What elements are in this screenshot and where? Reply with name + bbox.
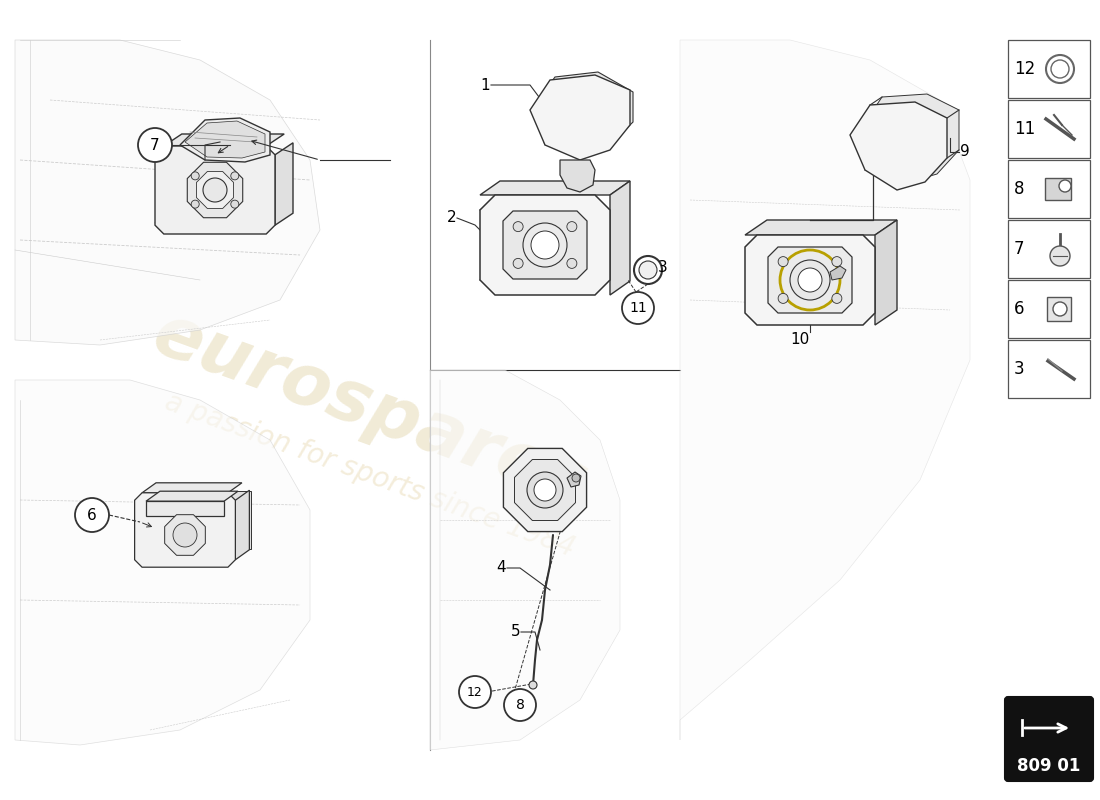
FancyBboxPatch shape: [1045, 178, 1071, 200]
Text: eurospares: eurospares: [144, 299, 596, 521]
Circle shape: [566, 258, 576, 268]
Polygon shape: [164, 134, 284, 146]
Circle shape: [634, 256, 662, 284]
Text: 2: 2: [447, 210, 456, 226]
Polygon shape: [185, 121, 265, 158]
Polygon shape: [850, 102, 947, 190]
Circle shape: [639, 261, 657, 279]
Polygon shape: [165, 514, 206, 555]
Circle shape: [231, 200, 239, 208]
Polygon shape: [197, 171, 233, 209]
Circle shape: [1050, 246, 1070, 266]
Text: 7: 7: [1014, 240, 1024, 258]
Polygon shape: [142, 482, 242, 493]
Text: 12: 12: [1014, 60, 1035, 78]
Circle shape: [572, 474, 580, 482]
FancyBboxPatch shape: [1008, 340, 1090, 398]
Text: 6: 6: [87, 507, 97, 522]
Circle shape: [513, 258, 524, 268]
Text: 11: 11: [1014, 120, 1035, 138]
Polygon shape: [745, 235, 874, 325]
Text: 6: 6: [1014, 300, 1024, 318]
Polygon shape: [504, 449, 586, 531]
FancyBboxPatch shape: [1008, 100, 1090, 158]
Polygon shape: [134, 493, 235, 567]
Text: 7: 7: [151, 138, 160, 153]
Circle shape: [459, 676, 491, 708]
Polygon shape: [146, 501, 224, 516]
Text: 11: 11: [629, 301, 647, 315]
Circle shape: [832, 257, 842, 266]
Polygon shape: [862, 94, 959, 182]
Circle shape: [522, 223, 566, 267]
Polygon shape: [830, 266, 846, 280]
Text: 9: 9: [960, 145, 970, 159]
Polygon shape: [147, 491, 251, 549]
Text: a passion for sports since 1984: a passion for sports since 1984: [162, 388, 579, 562]
Circle shape: [191, 172, 199, 180]
Polygon shape: [155, 146, 275, 234]
Polygon shape: [480, 181, 630, 195]
Polygon shape: [146, 491, 238, 501]
Polygon shape: [515, 459, 575, 521]
Polygon shape: [534, 72, 632, 155]
Circle shape: [527, 472, 563, 508]
Circle shape: [204, 178, 227, 202]
Text: 3: 3: [1014, 360, 1024, 378]
Circle shape: [778, 294, 788, 303]
Polygon shape: [566, 472, 581, 487]
Circle shape: [75, 498, 109, 532]
Polygon shape: [874, 220, 896, 325]
Circle shape: [832, 294, 842, 303]
Polygon shape: [430, 370, 620, 750]
Circle shape: [798, 268, 822, 292]
Circle shape: [778, 257, 788, 266]
Circle shape: [621, 292, 654, 324]
Polygon shape: [180, 118, 270, 162]
Polygon shape: [155, 211, 293, 223]
Polygon shape: [15, 380, 310, 745]
Text: 12: 12: [468, 686, 483, 698]
Polygon shape: [275, 142, 293, 226]
Circle shape: [231, 172, 239, 180]
Polygon shape: [480, 195, 611, 295]
Circle shape: [790, 260, 830, 300]
Text: 8: 8: [1014, 180, 1024, 198]
FancyBboxPatch shape: [1005, 697, 1093, 781]
Text: 3: 3: [658, 261, 668, 275]
Circle shape: [534, 479, 556, 501]
Text: 1: 1: [481, 78, 490, 93]
Text: 4: 4: [496, 561, 506, 575]
Polygon shape: [745, 220, 896, 235]
FancyBboxPatch shape: [1047, 297, 1071, 321]
Text: 10: 10: [791, 333, 810, 347]
Circle shape: [138, 128, 172, 162]
Polygon shape: [768, 247, 852, 313]
Text: 5: 5: [510, 625, 520, 639]
Polygon shape: [560, 160, 595, 192]
Polygon shape: [15, 40, 320, 345]
Text: 8: 8: [516, 698, 525, 712]
Circle shape: [191, 200, 199, 208]
Polygon shape: [187, 162, 243, 218]
Circle shape: [504, 689, 536, 721]
Circle shape: [529, 681, 537, 689]
Polygon shape: [680, 40, 970, 740]
Circle shape: [566, 222, 576, 232]
Circle shape: [1053, 302, 1067, 316]
Circle shape: [531, 231, 559, 259]
Polygon shape: [610, 181, 630, 295]
FancyBboxPatch shape: [1008, 220, 1090, 278]
FancyBboxPatch shape: [1008, 160, 1090, 218]
Polygon shape: [530, 75, 630, 160]
Polygon shape: [503, 211, 587, 279]
Text: 809 01: 809 01: [1018, 757, 1080, 775]
Circle shape: [1059, 180, 1071, 192]
FancyBboxPatch shape: [1008, 280, 1090, 338]
FancyBboxPatch shape: [1008, 40, 1090, 98]
Circle shape: [513, 222, 524, 232]
Circle shape: [173, 523, 197, 547]
Polygon shape: [235, 490, 250, 560]
